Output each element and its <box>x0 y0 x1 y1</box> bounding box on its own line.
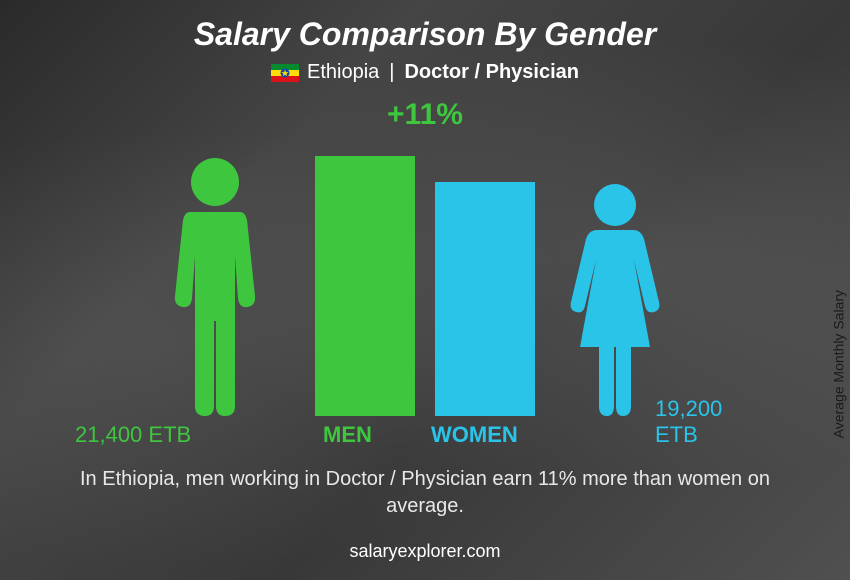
delta-percentage: +11% <box>0 98 850 132</box>
page-title: Salary Comparison By Gender <box>0 0 850 53</box>
ethiopia-flag-icon <box>271 64 299 82</box>
source-attribution: salaryexplorer.com <box>0 541 850 562</box>
y-axis-label: Average Monthly Salary <box>830 290 846 438</box>
men-salary-value: 21,400 ETB <box>75 422 191 448</box>
women-salary-value: 19,200 ETB <box>655 396 765 448</box>
male-figure-icon <box>165 156 265 416</box>
chart-area: 21,400 ETB MEN WOMEN 19,200 ETB <box>85 138 765 448</box>
men-label: MEN <box>323 422 372 448</box>
occupation-label: Doctor / Physician <box>404 61 579 84</box>
women-bar <box>435 182 535 416</box>
subtitle-row: Ethiopia | Doctor / Physician <box>0 61 850 84</box>
infographic-content: Salary Comparison By Gender Ethiopia | D… <box>0 0 850 580</box>
separator: | <box>389 61 394 84</box>
women-label: WOMEN <box>431 422 518 448</box>
men-bar <box>315 156 415 416</box>
female-figure-icon <box>565 182 665 416</box>
country-label: Ethiopia <box>307 61 379 84</box>
caption-text: In Ethiopia, men working in Doctor / Phy… <box>65 466 785 520</box>
